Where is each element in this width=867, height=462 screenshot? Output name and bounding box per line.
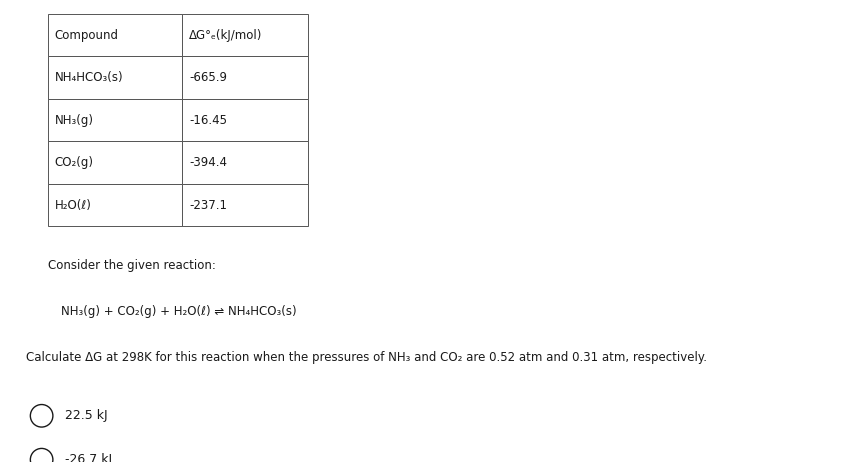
Text: Calculate ΔG at 298K for this reaction when the pressures of NH₃ and CO₂ are 0.5: Calculate ΔG at 298K for this reaction w… — [26, 351, 707, 364]
Bar — [182, 184, 308, 226]
Text: ΔG°ₑ(kJ/mol): ΔG°ₑ(kJ/mol) — [189, 29, 263, 42]
Text: NH₄HCO₃(s): NH₄HCO₃(s) — [55, 71, 123, 84]
Text: -237.1: -237.1 — [189, 199, 227, 212]
Bar — [48, 141, 182, 184]
Text: Consider the given reaction:: Consider the given reaction: — [48, 259, 216, 272]
Text: NH₃(g): NH₃(g) — [55, 114, 94, 127]
Bar — [48, 14, 182, 56]
Text: -26.7 kJ: -26.7 kJ — [65, 453, 112, 462]
Text: -665.9: -665.9 — [189, 71, 227, 84]
Text: H₂O(ℓ): H₂O(ℓ) — [55, 199, 92, 212]
Bar — [48, 56, 182, 99]
Bar — [182, 99, 308, 141]
Text: CO₂(g): CO₂(g) — [55, 156, 94, 169]
Text: NH₃(g) + CO₂(g) + H₂O(ℓ) ⇌ NH₄HCO₃(s): NH₃(g) + CO₂(g) + H₂O(ℓ) ⇌ NH₄HCO₃(s) — [61, 305, 297, 318]
Bar — [182, 141, 308, 184]
Bar — [182, 56, 308, 99]
Bar — [182, 14, 308, 56]
Bar — [48, 99, 182, 141]
Bar — [48, 184, 182, 226]
Text: Compound: Compound — [55, 29, 119, 42]
Text: -16.45: -16.45 — [189, 114, 227, 127]
Text: -394.4: -394.4 — [189, 156, 227, 169]
Text: 22.5 kJ: 22.5 kJ — [65, 409, 108, 422]
